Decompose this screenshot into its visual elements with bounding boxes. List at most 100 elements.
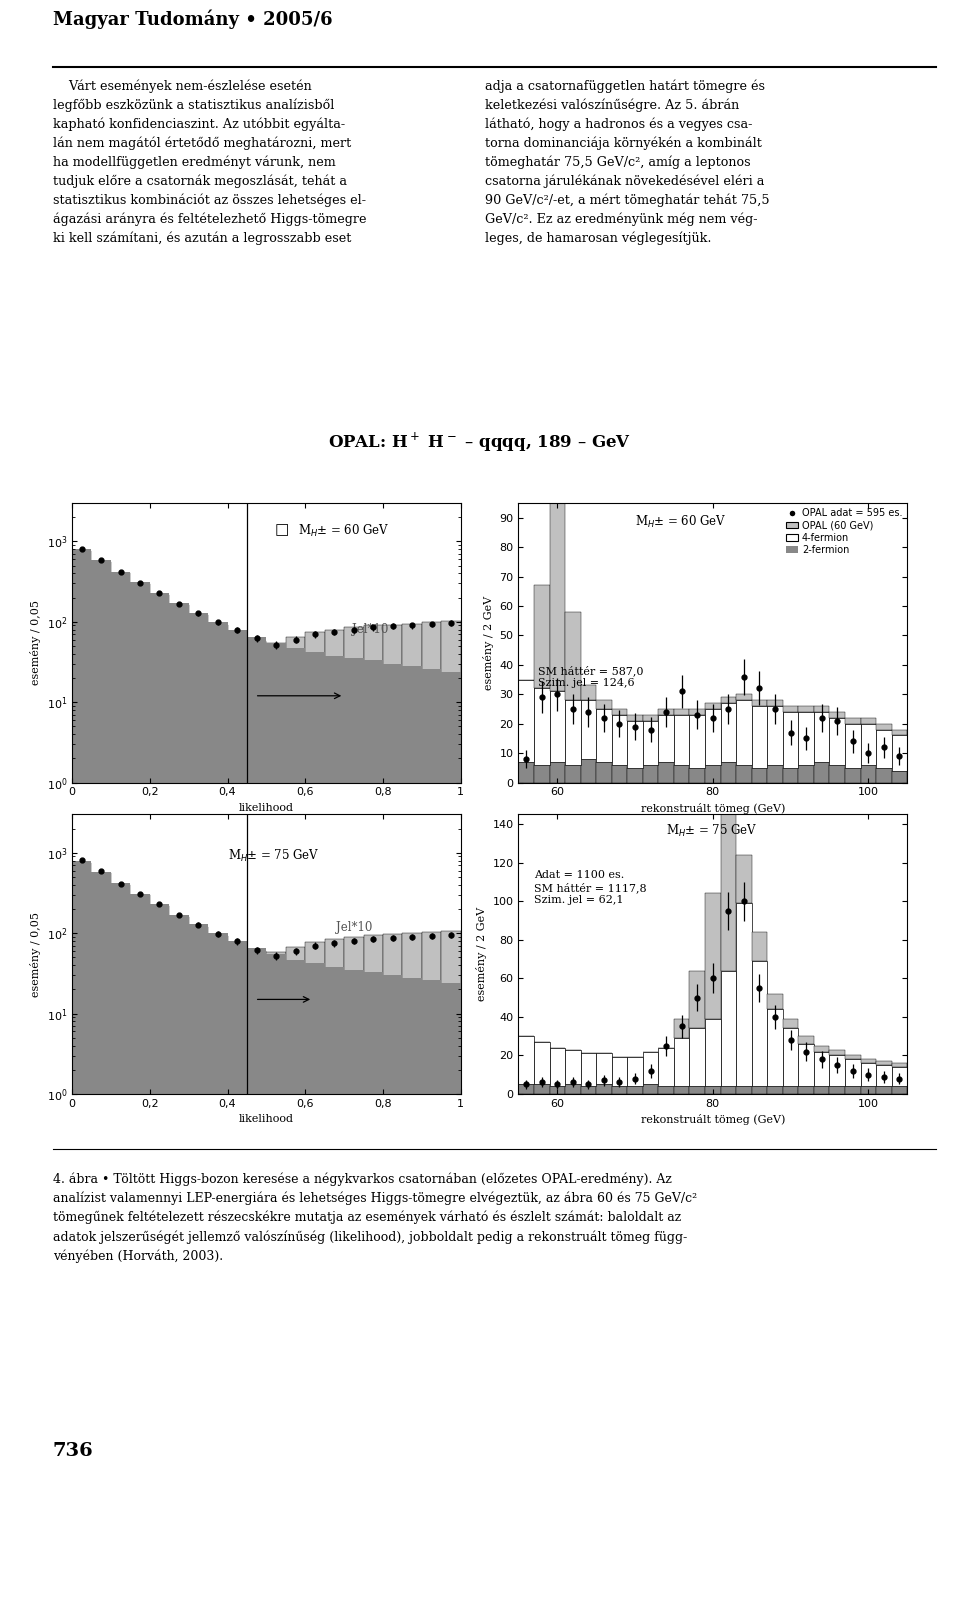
Bar [674, 1038, 689, 1086]
Bar [892, 730, 907, 736]
Bar [596, 762, 612, 783]
Bar [736, 854, 752, 904]
Bar [612, 715, 627, 765]
Bar [72, 862, 91, 1597]
Bar [402, 666, 422, 1597]
X-axis label: likelihood: likelihood [239, 803, 294, 813]
Bar [534, 586, 549, 688]
Text: SM háttér = 587,0
Szim. jel = 124,6: SM háttér = 587,0 Szim. jel = 124,6 [538, 664, 643, 688]
Bar [845, 1056, 860, 1059]
Bar [892, 736, 907, 771]
Bar [581, 699, 596, 759]
Bar [345, 658, 364, 1597]
Bar [131, 894, 150, 1597]
Bar [188, 615, 208, 1597]
Bar [799, 1036, 814, 1044]
Bar [799, 712, 814, 765]
Bar [845, 723, 860, 768]
Bar [208, 936, 228, 1597]
Bar [659, 715, 674, 762]
Bar [736, 904, 752, 1086]
Bar [208, 933, 228, 1597]
Bar [364, 973, 383, 1597]
Bar [364, 936, 383, 1597]
Bar [324, 939, 345, 1597]
Text: Várt események nem-észlelése esetén
legfőbb eszközünk a statisztikus analízisből: Várt események nem-észlelése esetén legf… [53, 80, 367, 244]
Bar [247, 949, 266, 1597]
Bar [534, 1084, 549, 1094]
Bar [565, 612, 581, 699]
Bar [422, 933, 442, 1597]
Bar [782, 768, 799, 783]
Bar [814, 1051, 829, 1086]
Bar [689, 715, 705, 768]
Text: Jel*10: Jel*10 [352, 623, 388, 636]
Bar [736, 765, 752, 783]
Text: adja a csatornafüggetlen határt tömegre és
keletkezési valószínűségre. Az 5. ábr: adja a csatornafüggetlen határt tömegre … [485, 80, 769, 244]
Bar [643, 720, 659, 765]
Bar [845, 768, 860, 783]
Bar [845, 1086, 860, 1094]
Bar [383, 976, 402, 1597]
Bar [596, 1084, 612, 1094]
Bar [266, 642, 286, 1597]
Bar [581, 685, 596, 699]
Bar [799, 1044, 814, 1086]
Bar [91, 872, 110, 1597]
Bar [422, 623, 442, 1597]
Bar [422, 669, 442, 1597]
Bar [286, 648, 305, 1597]
Bar [596, 1054, 612, 1084]
Bar [674, 1086, 689, 1094]
Bar [612, 1057, 627, 1086]
Bar [442, 931, 461, 1597]
Text: □: □ [275, 522, 289, 538]
Bar [721, 1086, 736, 1094]
Bar [876, 768, 892, 783]
Bar [721, 762, 736, 783]
Bar [110, 883, 131, 1597]
Bar [752, 933, 767, 961]
Bar [612, 709, 627, 715]
Bar [402, 977, 422, 1597]
Bar [131, 585, 150, 1597]
Bar [188, 926, 208, 1597]
Bar [324, 966, 345, 1597]
Bar [705, 709, 721, 765]
Bar [345, 969, 364, 1597]
Bar [383, 624, 402, 1597]
Bar [110, 885, 131, 1597]
Bar [659, 1048, 674, 1086]
Bar [721, 698, 736, 703]
Bar [208, 624, 228, 1597]
Bar [674, 1019, 689, 1038]
Bar [892, 1067, 907, 1086]
Bar [892, 771, 907, 783]
Bar [345, 628, 364, 1597]
Bar [674, 715, 689, 765]
Bar [659, 762, 674, 783]
Bar [860, 1064, 876, 1086]
Text: M$_H$$\pm$ = 60 GeV: M$_H$$\pm$ = 60 GeV [298, 522, 389, 538]
Bar [518, 1036, 534, 1084]
Bar [736, 699, 752, 765]
Bar [767, 993, 782, 1009]
Bar [534, 688, 549, 765]
Bar [892, 1086, 907, 1094]
Bar [814, 712, 829, 762]
Bar [228, 629, 247, 1597]
Bar [659, 709, 674, 715]
Bar [305, 652, 324, 1597]
Bar [782, 1028, 799, 1086]
Bar [736, 1086, 752, 1094]
Bar [565, 1049, 581, 1084]
Bar [752, 699, 767, 706]
Bar [782, 712, 799, 768]
Y-axis label: esemény / 0,05: esemény / 0,05 [30, 600, 41, 685]
Bar [643, 715, 659, 720]
Bar [549, 692, 565, 762]
Bar [150, 907, 169, 1597]
Bar [72, 861, 91, 1597]
Bar [228, 941, 247, 1597]
Bar [845, 1059, 860, 1086]
